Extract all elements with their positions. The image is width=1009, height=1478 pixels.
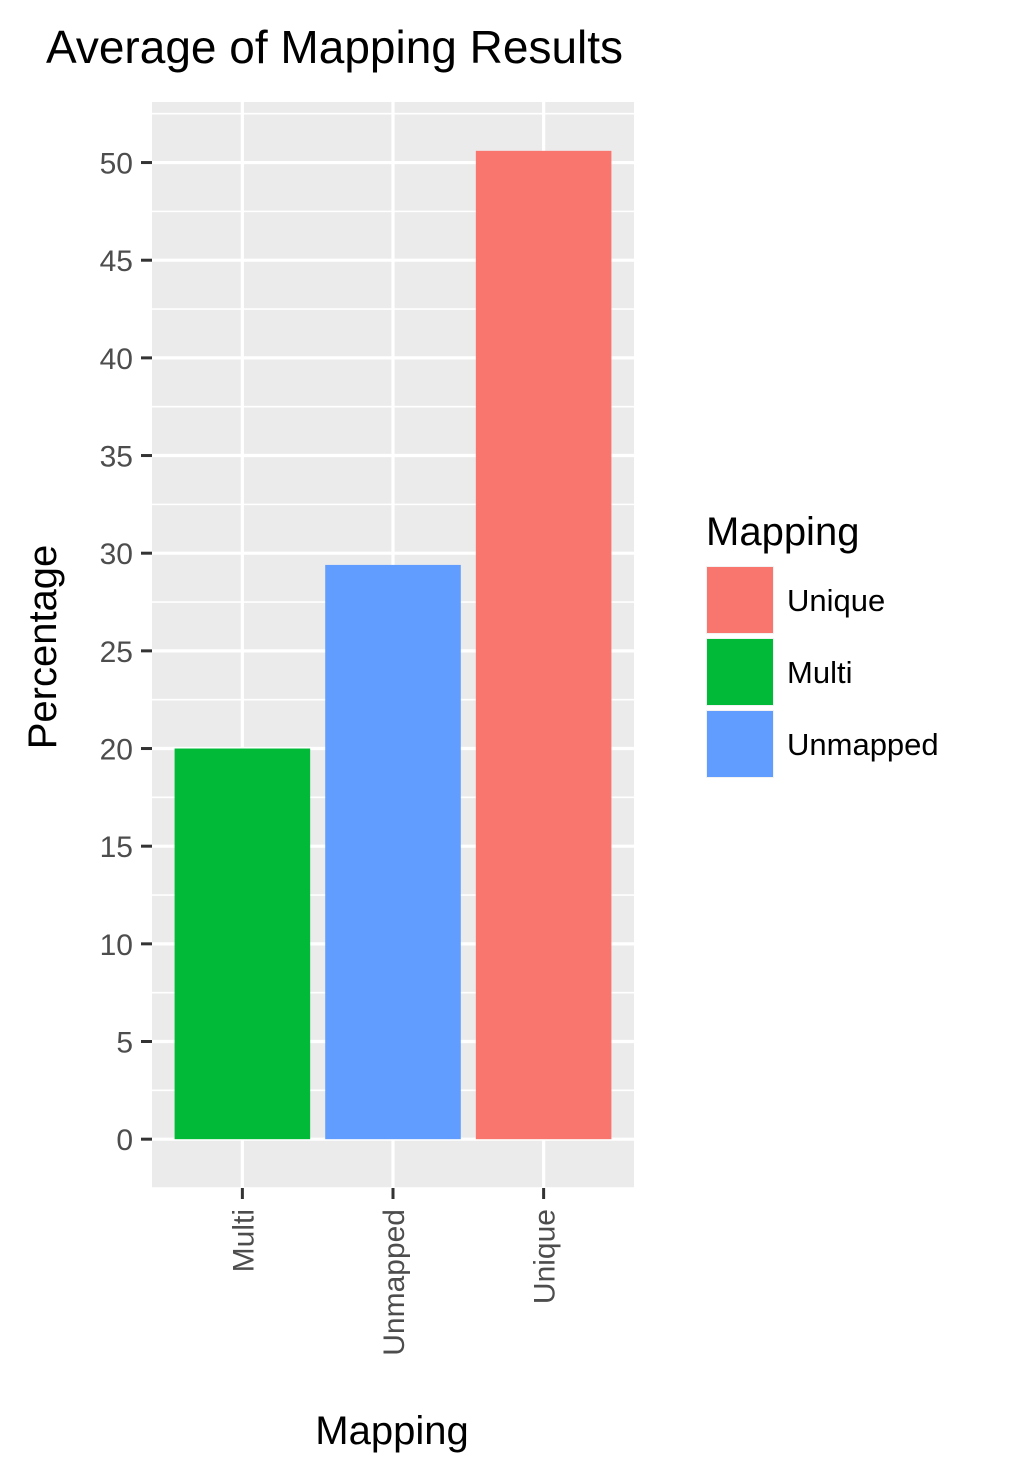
legend-title: Mapping: [706, 510, 859, 554]
y-tick-label: 25: [100, 636, 133, 669]
y-tick-label: 35: [100, 441, 133, 474]
bar-multi: [174, 748, 311, 1140]
x-tick-label: Unique: [529, 1209, 562, 1304]
x-axis: Multi Unmapped Unique: [227, 1188, 562, 1356]
legend-label-unmapped: Unmapped: [787, 727, 939, 762]
bar-unmapped: [325, 564, 461, 1140]
x-axis-title: Mapping: [315, 1409, 468, 1453]
y-tick-label: 5: [116, 1027, 133, 1060]
chart-title: Average of Mapping Results: [46, 21, 623, 73]
legend-label-multi: Multi: [787, 655, 852, 690]
y-tick-label: 40: [100, 343, 133, 376]
y-tick-label: 15: [100, 831, 133, 864]
bars: [174, 150, 612, 1140]
y-axis: 0 5 10 15 20 25 30 35 40 45 50: [100, 148, 152, 1157]
y-tick-label: 30: [100, 538, 133, 571]
legend-swatch-unmapped: [707, 711, 773, 777]
y-tick-label: 45: [100, 245, 133, 278]
y-tick-label: 0: [116, 1124, 133, 1157]
legend: Mapping Unique Multi Unmapped: [706, 510, 939, 778]
legend-swatch-multi: [707, 639, 773, 705]
y-tick-label: 50: [100, 148, 133, 181]
y-tick-label: 10: [100, 929, 133, 962]
legend-label-unique: Unique: [787, 583, 885, 618]
y-axis-title: Percentage: [21, 545, 65, 750]
x-tick-label: Unmapped: [378, 1209, 411, 1356]
y-tick-label: 20: [100, 734, 133, 767]
x-tick-label: Multi: [227, 1209, 260, 1272]
legend-swatch-unique: [707, 567, 773, 633]
bar-unique: [475, 150, 612, 1140]
